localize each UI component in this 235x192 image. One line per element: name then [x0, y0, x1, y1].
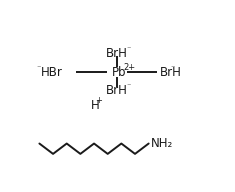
Text: BrH: BrH — [160, 66, 181, 79]
Text: 2+: 2+ — [124, 63, 136, 72]
Text: H: H — [90, 98, 99, 112]
Text: ⁻: ⁻ — [127, 44, 131, 53]
Text: ⁻: ⁻ — [127, 81, 131, 90]
Text: ⁻: ⁻ — [171, 63, 175, 72]
Text: Pb: Pb — [112, 66, 127, 79]
Text: +: + — [95, 96, 102, 105]
Text: BrH: BrH — [106, 84, 128, 97]
Text: ⁻: ⁻ — [37, 63, 41, 72]
Text: HBr: HBr — [41, 66, 63, 79]
Text: BrH: BrH — [106, 47, 128, 60]
Text: NH₂: NH₂ — [150, 137, 173, 150]
